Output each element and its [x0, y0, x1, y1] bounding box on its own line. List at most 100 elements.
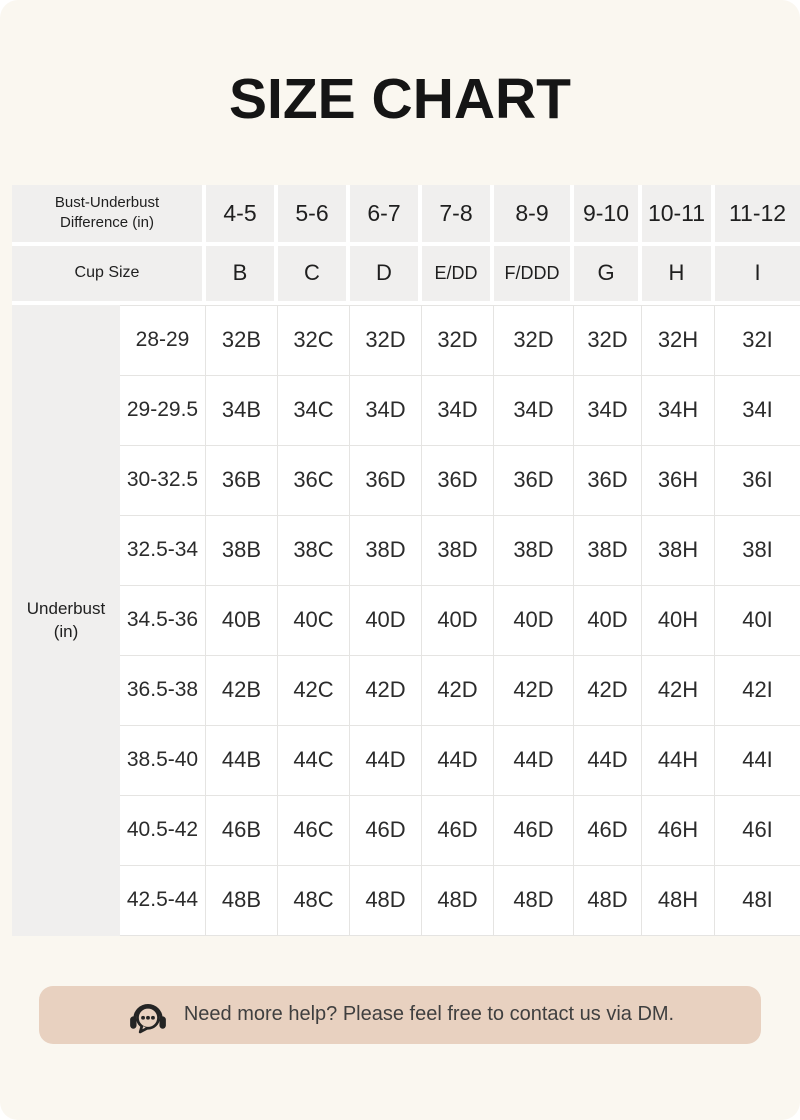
size-cell: 40B	[206, 585, 278, 656]
size-cell: 48B	[206, 865, 278, 936]
size-cell: 42I	[715, 655, 800, 726]
table-row: 40.5-42 46B 46C 46D 46D 46D 46D 46H 46I	[12, 795, 800, 866]
size-chart-table: Bust-Underbust Difference (in) 4-5 5-6 6…	[12, 184, 800, 936]
size-cell: 40D	[494, 585, 574, 656]
size-cell: 38C	[278, 515, 350, 586]
size-cell: 36H	[642, 445, 715, 516]
size-cell: 34D	[422, 375, 494, 446]
size-cell: 34H	[642, 375, 715, 446]
corner-header-bust-underbust-difference: Bust-Underbust Difference (in)	[12, 184, 206, 246]
size-cell: 34D	[350, 375, 422, 446]
size-cell: 32D	[422, 304, 494, 376]
cup-col-header: E/DD	[422, 245, 494, 305]
size-cell: 42H	[642, 655, 715, 726]
size-cell: 42D	[494, 655, 574, 726]
size-cell: 36B	[206, 445, 278, 516]
diff-col-header: 5-6	[278, 184, 350, 246]
table-row: 42.5-44 48B 48C 48D 48D 48D 48D 48H 48I	[12, 865, 800, 936]
size-cell: 32D	[574, 304, 642, 376]
cup-col-header: I	[715, 245, 800, 305]
size-cell: 48D	[574, 865, 642, 936]
size-cell: 46C	[278, 795, 350, 866]
size-cell: 48D	[350, 865, 422, 936]
cup-col-header: C	[278, 245, 350, 305]
size-cell: 48D	[422, 865, 494, 936]
cup-col-header: D	[350, 245, 422, 305]
diff-col-header: 8-9	[494, 184, 574, 246]
diff-col-header: 7-8	[422, 184, 494, 246]
size-cell: 42D	[422, 655, 494, 726]
size-cell: 48H	[642, 865, 715, 936]
diff-col-header: 6-7	[350, 184, 422, 246]
underbust-range-label: 28-29	[120, 304, 206, 376]
size-cell: 44I	[715, 725, 800, 796]
size-cell: 40I	[715, 585, 800, 656]
size-cell: 48I	[715, 865, 800, 936]
cup-col-header: H	[642, 245, 715, 305]
size-cell: 46H	[642, 795, 715, 866]
size-cell: 42D	[350, 655, 422, 726]
size-cell: 46I	[715, 795, 800, 866]
contact-message: Need more help? Please feel free to cont…	[183, 1003, 675, 1026]
size-cell: 48D	[494, 865, 574, 936]
headset-chat-icon	[126, 993, 170, 1037]
underbust-range-label: 36.5-38	[120, 655, 206, 726]
underbust-range-label: 42.5-44	[120, 865, 206, 936]
size-cell: 34D	[494, 375, 574, 446]
size-cell: 40D	[350, 585, 422, 656]
size-cell: 38D	[494, 515, 574, 586]
underbust-range-label: 40.5-42	[120, 795, 206, 866]
size-cell: 38D	[574, 515, 642, 586]
size-cell: 46D	[574, 795, 642, 866]
size-cell: 34I	[715, 375, 800, 446]
size-cell: 34C	[278, 375, 350, 446]
table-header: Bust-Underbust Difference (in) 4-5 5-6 6…	[12, 184, 800, 305]
size-cell: 38D	[422, 515, 494, 586]
size-cell: 44C	[278, 725, 350, 796]
table-row: Underbust (in) 28-29 32B 32C 32D 32D 32D 32D 32H…	[12, 304, 800, 936]
size-cell: 32D	[494, 304, 574, 376]
cup-size-label: Cup Size	[12, 245, 206, 305]
size-cell: 46D	[350, 795, 422, 866]
underbust-range-label: 30-32.5	[120, 445, 206, 516]
table-row: 32.5-34 38B 38C 38D 38D 38D 38D 38H 38I	[12, 515, 800, 586]
size-cell: 32H	[642, 304, 715, 376]
size-cell: 36I	[715, 445, 800, 516]
size-cell: 40C	[278, 585, 350, 656]
underbust-range-label: 32.5-34	[120, 515, 206, 586]
size-cell: 32C	[278, 304, 350, 376]
page-title: SIZE CHART	[229, 67, 571, 131]
size-cell: 36D	[422, 445, 494, 516]
size-cell: 42B	[206, 655, 278, 726]
diff-col-header: 4-5	[206, 184, 278, 246]
size-cell: 46D	[494, 795, 574, 866]
underbust-range-label: 29-29.5	[120, 375, 206, 446]
diff-header-row: Bust-Underbust Difference (in) 4-5 5-6 6…	[12, 184, 800, 246]
size-cell: 42C	[278, 655, 350, 726]
size-cell: 38H	[642, 515, 715, 586]
table-row: 29-29.5 34B 34C 34D 34D 34D 34D 34H 34I	[12, 375, 800, 446]
cup-col-header: G	[574, 245, 642, 305]
size-cell: 40D	[574, 585, 642, 656]
size-cell: 40D	[422, 585, 494, 656]
size-cell: 32D	[350, 304, 422, 376]
contact-banner: Need more help? Please feel free to cont…	[39, 985, 761, 1044]
underbust-axis-label: Underbust (in)	[12, 304, 120, 936]
diff-col-header: 11-12	[715, 184, 800, 246]
size-cell: 36C	[278, 445, 350, 516]
size-cell: 46D	[422, 795, 494, 866]
size-cell: 32B	[206, 304, 278, 376]
diff-col-header: 9-10	[574, 184, 642, 246]
cup-col-header: F/DDD	[494, 245, 574, 305]
table-row: 30-32.5 36B 36C 36D 36D 36D 36D 36H 36I	[12, 445, 800, 516]
size-cell: 36D	[350, 445, 422, 516]
size-cell: 40H	[642, 585, 715, 656]
underbust-range-label: 38.5-40	[120, 725, 206, 796]
size-cell: 38B	[206, 515, 278, 586]
cup-header-row: Cup Size B C D E/DD F/DDD G H I	[12, 245, 800, 305]
size-cell: 46B	[206, 795, 278, 866]
size-cell: 38I	[715, 515, 800, 586]
table-row: 36.5-38 42B 42C 42D 42D 42D 42D 42H 42I	[12, 655, 800, 726]
size-table-body: Underbust (in) 28-29 32B 32C 32D 32D 32D 32D 32H…	[12, 304, 800, 936]
